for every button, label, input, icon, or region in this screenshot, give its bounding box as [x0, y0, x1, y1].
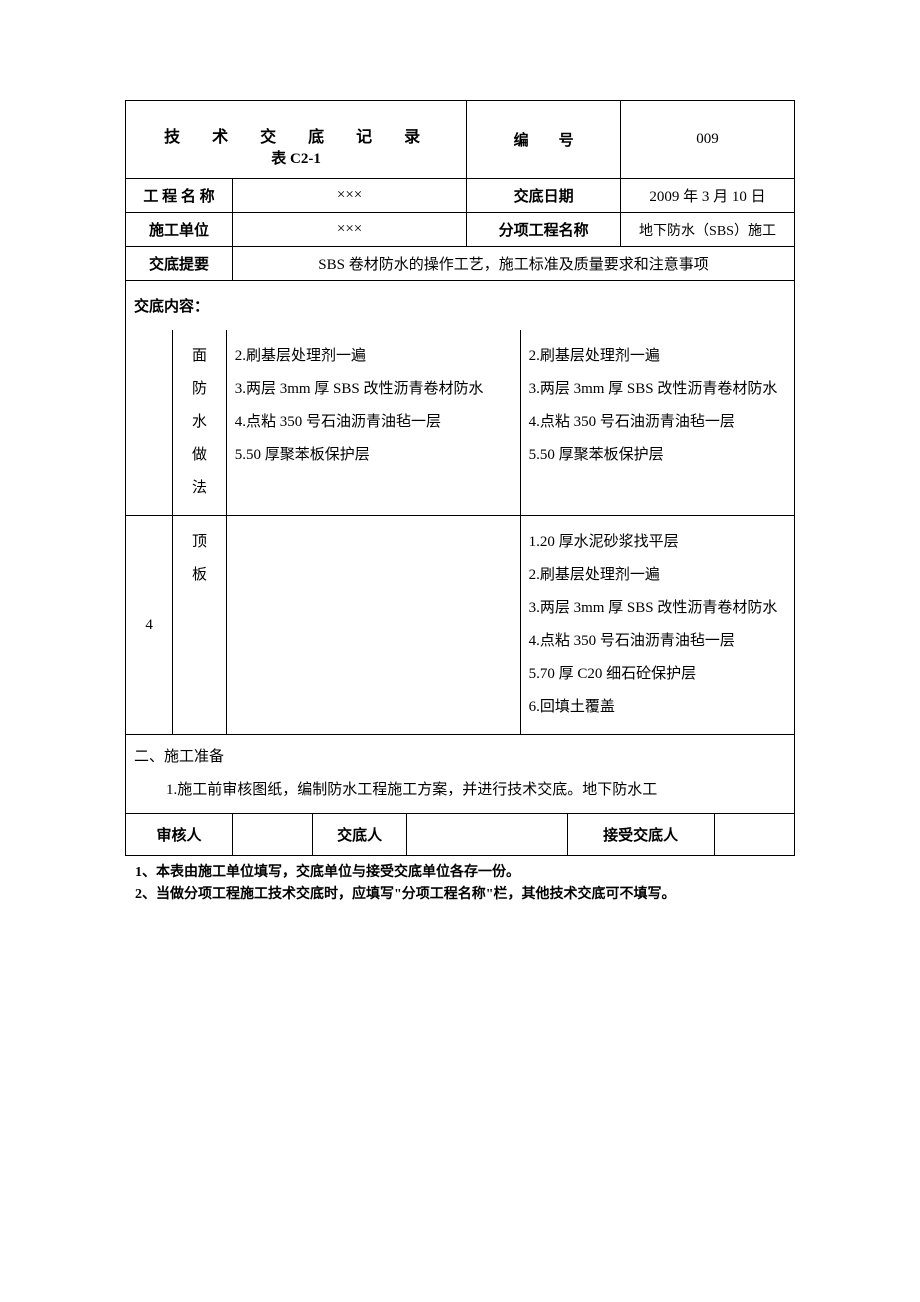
date-value: 2009 年 3 月 10 日 [621, 179, 795, 213]
inner-row-2: 4 顶 板 1.20 厚水泥砂浆找平层 2.刷基层处理剂一遍 3.两层 3mm … [126, 516, 794, 735]
note-2: 2、当做分项工程施工技术交底时，应填写"分项工程名称"栏，其他技术交底可不填写。 [135, 884, 795, 906]
receiver-label: 接受交底人 [567, 814, 714, 856]
unit-row: 施工单位 ××× 分项工程名称 地下防水（SBS）施工 [126, 213, 795, 247]
form-title: 技 术 交 底 记 录 [134, 113, 458, 147]
section2-line1: 1.施工前审核图纸，编制防水工程施工方案，并进行技术交底。地下防水工 [126, 774, 795, 814]
disclose-label: 交底人 [313, 814, 407, 856]
serial-value: 009 [621, 101, 795, 179]
subitem-value: 地下防水（SBS）施工 [621, 213, 795, 247]
inner-r1-c1 [126, 330, 173, 516]
unit-value: ××× [233, 213, 467, 247]
main-table: 技 术 交 底 记 录 表 C2-1 编 号 009 工 程 名 称 ××× 交… [125, 100, 795, 856]
notes-block: 1、本表由施工单位填写，交底单位与接受交底单位各存一份。 2、当做分项工程施工技… [125, 856, 795, 907]
content-label-row: 交底内容： [126, 281, 795, 331]
section2-heading: 二、施工准备 [126, 735, 795, 775]
section2-heading-row: 二、施工准备 [126, 735, 795, 775]
inner-r2-right: 1.20 厚水泥砂浆找平层 2.刷基层处理剂一遍 3.两层 3mm 厚 SBS … [520, 516, 794, 735]
inner-table: 面 防 水 做 法 2.刷基层处理剂一遍 3.两层 3mm 厚 SBS 改性沥青… [126, 330, 794, 734]
disclose-value [406, 814, 567, 856]
content-label: 交底内容： [126, 281, 795, 331]
receiver-value [714, 814, 794, 856]
inner-r2-left [226, 516, 520, 735]
date-label: 交底日期 [467, 179, 621, 213]
summary-row: 交底提要 SBS 卷材防水的操作工艺，施工标准及质量要求和注意事项 [126, 247, 795, 281]
document-page: 技 术 交 底 记 录 表 C2-1 编 号 009 工 程 名 称 ××× 交… [125, 100, 795, 907]
subitem-label: 分项工程名称 [467, 213, 621, 247]
inner-r2-c2: 顶 板 [173, 516, 226, 735]
unit-label: 施工单位 [126, 213, 233, 247]
section2-line1-row: 1.施工前审核图纸，编制防水工程施工方案，并进行技术交底。地下防水工 [126, 774, 795, 814]
inner-r1-left: 2.刷基层处理剂一遍 3.两层 3mm 厚 SBS 改性沥青卷材防水 4.点粘 … [226, 330, 520, 516]
note-1: 1、本表由施工单位填写，交底单位与接受交底单位各存一份。 [135, 862, 795, 884]
serial-label: 编 号 [467, 101, 621, 179]
footer-row: 审核人 交底人 接受交底人 [126, 814, 795, 856]
auditor-value [233, 814, 313, 856]
form-subtitle: 表 C2-1 [134, 147, 458, 178]
summary-value: SBS 卷材防水的操作工艺，施工标准及质量要求和注意事项 [233, 247, 795, 281]
inner-r1-right: 2.刷基层处理剂一遍 3.两层 3mm 厚 SBS 改性沥青卷材防水 4.点粘 … [520, 330, 794, 516]
content-body-row: 面 防 水 做 法 2.刷基层处理剂一遍 3.两层 3mm 厚 SBS 改性沥青… [126, 330, 795, 735]
project-name-value: ××× [233, 179, 467, 213]
project-row: 工 程 名 称 ××× 交底日期 2009 年 3 月 10 日 [126, 179, 795, 213]
auditor-label: 审核人 [126, 814, 233, 856]
inner-row-1: 面 防 水 做 法 2.刷基层处理剂一遍 3.两层 3mm 厚 SBS 改性沥青… [126, 330, 794, 516]
project-name-label: 工 程 名 称 [126, 179, 233, 213]
header-row: 技 术 交 底 记 录 表 C2-1 编 号 009 [126, 101, 795, 179]
inner-r2-c1: 4 [126, 516, 173, 735]
summary-label: 交底提要 [126, 247, 233, 281]
inner-r1-c2: 面 防 水 做 法 [173, 330, 226, 516]
